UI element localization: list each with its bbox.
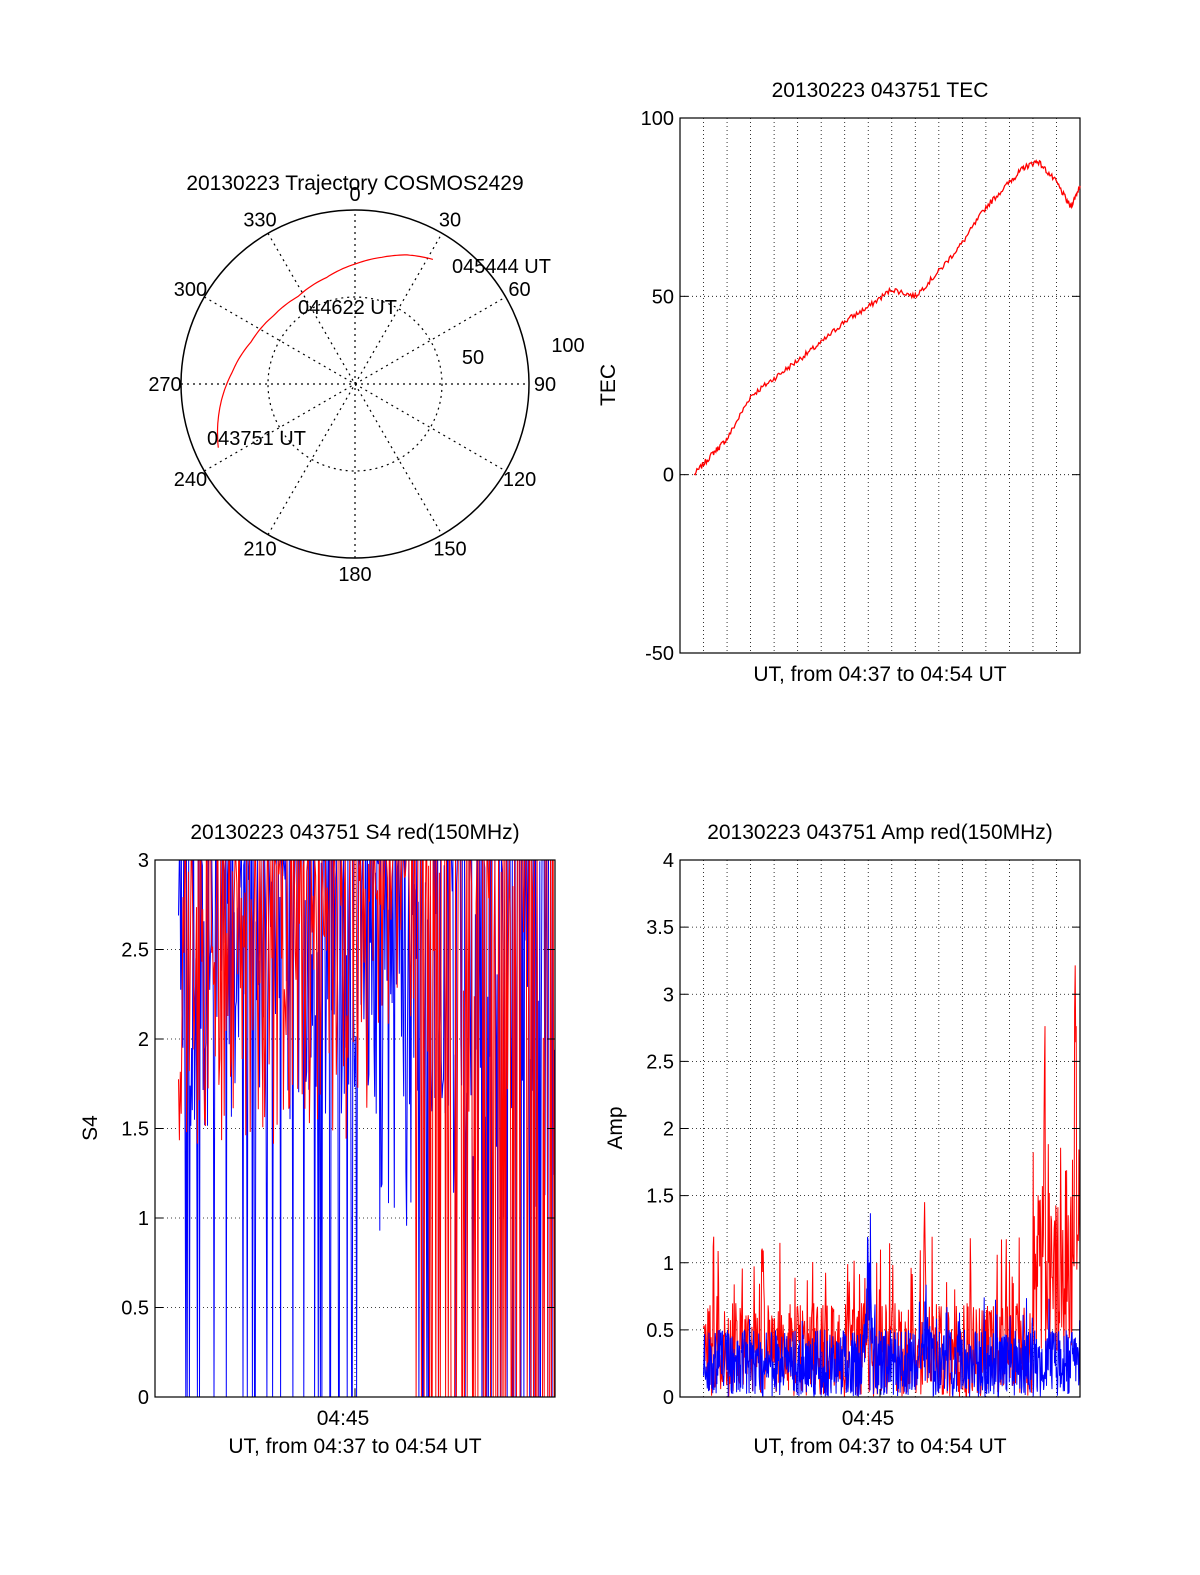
polar-azimuth-label-240: 240 bbox=[174, 469, 207, 491]
amp-y-ticks: 0 0.5 1 1.5 2 2.5 3 3.5 4 bbox=[646, 850, 1080, 1409]
polar-radial-label-50: 50 bbox=[462, 347, 484, 369]
s4-y-ticks: 0 0.5 1 1.5 2 2.5 3 bbox=[121, 850, 555, 1409]
ytick-label: 0 bbox=[138, 1387, 149, 1409]
tec-ylabel: TEC bbox=[597, 364, 620, 406]
tec-grid bbox=[680, 118, 1080, 653]
amp-title: 20130223 043751 Amp red(150MHz) bbox=[707, 821, 1053, 844]
ytick-label: 1.5 bbox=[646, 1186, 674, 1208]
s4-red-series bbox=[178, 859, 556, 1398]
polar-azimuth-labels: 0 30 60 90 120 150 180 210 240 270 300 330 bbox=[148, 184, 556, 586]
amp-ylabel: Amp bbox=[604, 1106, 627, 1149]
ytick-label: 1 bbox=[663, 1253, 674, 1275]
polar-spokes bbox=[181, 210, 529, 558]
ytick-label: 0.5 bbox=[646, 1320, 674, 1342]
amp-series bbox=[703, 965, 1081, 1399]
amp-grid bbox=[680, 860, 1080, 1397]
ytick-label: 50 bbox=[652, 286, 674, 308]
s4-plot: 20130223 043751 S4 red(150MHz) 0 0.5 1 1.5 2… bbox=[79, 821, 556, 1458]
polar-label-start: 043751 UT bbox=[207, 428, 306, 450]
s4-grid bbox=[155, 860, 555, 1397]
s4-ylabel: S4 bbox=[79, 1115, 102, 1141]
ytick-label: 3 bbox=[138, 850, 149, 872]
ytick-label: 4 bbox=[663, 850, 674, 872]
polar-azimuth-label-30: 30 bbox=[439, 209, 461, 231]
tec-plot: 20130223 043751 TEC -50 0 50 100 TEC UT, fr… bbox=[597, 79, 1081, 686]
polar-spoke-150 bbox=[267, 233, 443, 535]
polar-azimuth-label-300: 300 bbox=[174, 279, 207, 301]
polar-azimuth-label-150: 150 bbox=[433, 539, 466, 561]
ytick-label: 0.5 bbox=[121, 1298, 149, 1320]
polar-radial-label-100: 100 bbox=[551, 335, 584, 357]
polar-label-end: 045444 UT bbox=[452, 256, 551, 278]
s4-xlabel: UT, from 04:37 to 04:54 UT bbox=[228, 1435, 481, 1458]
polar-azimuth-label-330: 330 bbox=[243, 209, 276, 231]
tec-xlabel: UT, from 04:37 to 04:54 UT bbox=[753, 663, 1006, 686]
polar-azimuth-label-120: 120 bbox=[503, 469, 536, 491]
amp-xlabel: UT, from 04:37 to 04:54 UT bbox=[753, 1435, 1006, 1458]
ytick-label: 2.5 bbox=[121, 940, 149, 962]
polar-plot: 20130223 Trajectory COSMOS2429 0 30 60 90 12… bbox=[148, 172, 584, 586]
polar-azimuth-label-210: 210 bbox=[243, 539, 276, 561]
ytick-label: 2 bbox=[663, 1119, 674, 1141]
tec-y-ticks: -50 0 50 100 bbox=[641, 108, 1080, 665]
ytick-label: 3.5 bbox=[646, 917, 674, 939]
amp-xtick-label: 04:45 bbox=[842, 1407, 895, 1430]
ytick-label: 0 bbox=[663, 465, 674, 487]
polar-azimuth-label-60: 60 bbox=[508, 279, 530, 301]
ytick-label: 1 bbox=[138, 1208, 149, 1230]
polar-azimuth-label-180: 180 bbox=[338, 564, 371, 586]
ytick-label: 0 bbox=[663, 1387, 674, 1409]
polar-label-mid: 044622 UT bbox=[298, 297, 397, 319]
ytick-label: -50 bbox=[645, 643, 674, 665]
polar-title: 20130223 Trajectory COSMOS2429 bbox=[186, 172, 523, 195]
s4-series bbox=[178, 859, 556, 1398]
amp-plot: 20130223 043751 Amp red(150MHz) 0 0.5 1 1.5… bbox=[604, 821, 1081, 1458]
s4-xtick-label: 04:45 bbox=[317, 1407, 370, 1430]
ytick-label: 1.5 bbox=[121, 1119, 149, 1141]
ytick-label: 2.5 bbox=[646, 1051, 674, 1073]
tec-series-line bbox=[693, 159, 1081, 476]
ytick-label: 3 bbox=[663, 984, 674, 1006]
polar-azimuth-label-90: 90 bbox=[534, 374, 556, 396]
s4-title: 20130223 043751 S4 red(150MHz) bbox=[190, 821, 519, 844]
polar-azimuth-label-0: 0 bbox=[349, 184, 360, 206]
tec-title: 20130223 043751 TEC bbox=[772, 79, 989, 102]
ytick-label: 2 bbox=[138, 1029, 149, 1051]
ytick-label: 100 bbox=[641, 108, 674, 130]
polar-inner-circle bbox=[267, 296, 443, 472]
polar-azimuth-label-270: 270 bbox=[148, 374, 181, 396]
tec-frame bbox=[679, 117, 1081, 654]
amp-blue-series bbox=[703, 1213, 1081, 1399]
polar-trajectory-line bbox=[216, 254, 434, 448]
